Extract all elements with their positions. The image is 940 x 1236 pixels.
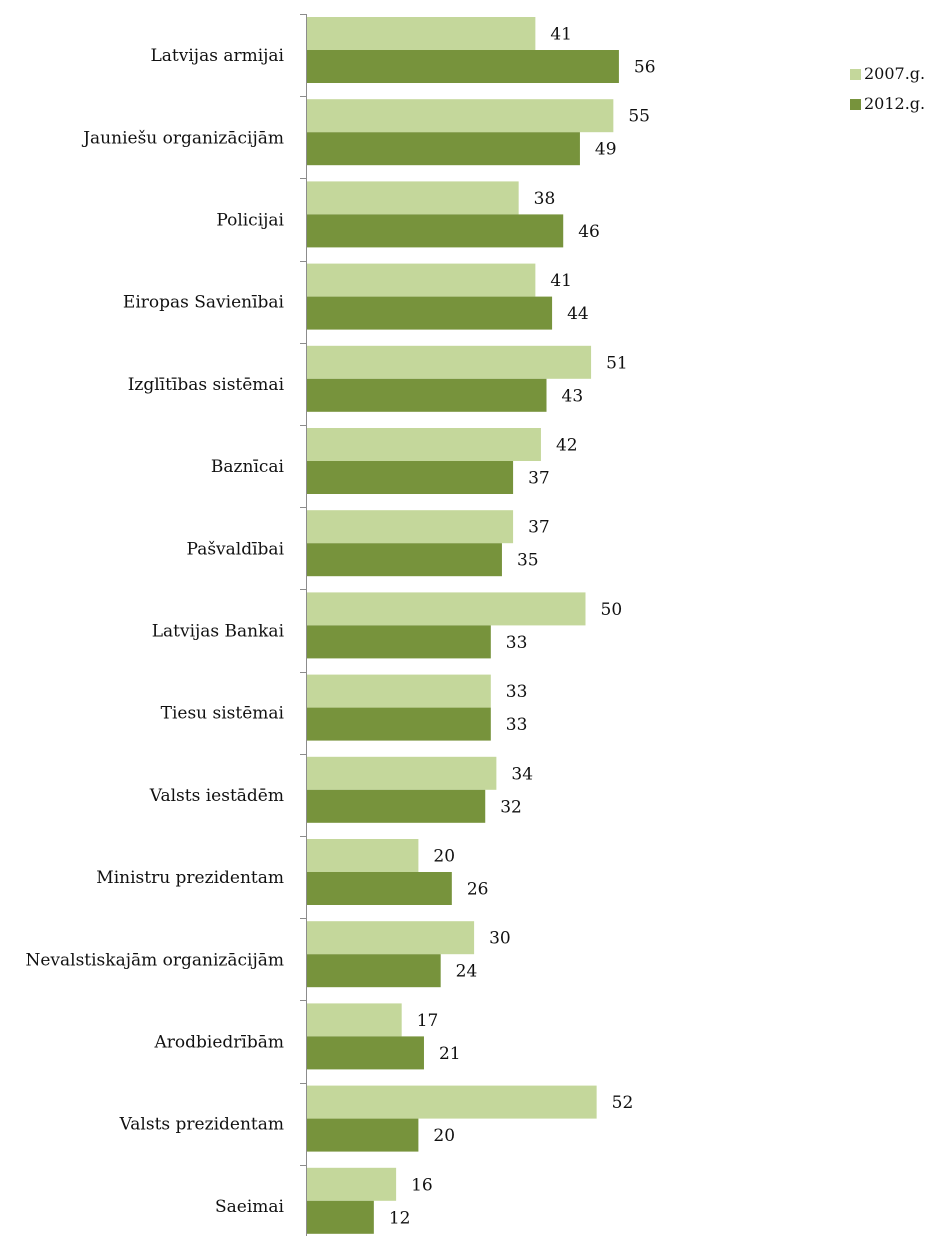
- bar-2012-g-nevalstiskajam-organizacijam: [307, 954, 441, 988]
- value-label-2012-g-tiesu-sistemai: 33: [506, 715, 528, 735]
- value-label-2012-g-ministru-prezidentam: 26: [467, 880, 489, 900]
- bar-2007-g-saeimai: [307, 1167, 397, 1201]
- bar-2007-g-valsts-prezidentam: [307, 1085, 597, 1119]
- legend-label-2012-g: 2012.g.: [864, 94, 925, 113]
- bar-2007-g-izglitibas-sistemai: [307, 345, 592, 379]
- value-label-2012-g-valsts-iestadem: 32: [500, 797, 522, 817]
- bar-2012-g-baznicai: [307, 461, 514, 494]
- legend-swatch-2007-g: [850, 69, 861, 80]
- value-label-2012-g-jauniesu-organizacijam: 49: [595, 140, 617, 160]
- value-label-2007-g-saeimai: 16: [411, 1175, 433, 1195]
- category-label-izglitibas-sistemai: Izglītības sistēmai: [128, 375, 285, 395]
- bar-2007-g-latvijas-armijai: [307, 17, 536, 50]
- value-label-2012-g-latvijas-bankai: 33: [506, 633, 528, 653]
- value-label-2007-g-arodbiedribam: 17: [417, 1011, 439, 1031]
- bar-2007-g-latvijas-bankai: [307, 592, 586, 626]
- value-label-2007-g-jauniesu-organizacijam: 55: [628, 107, 650, 127]
- bar-2012-g-izglitibas-sistemai: [307, 378, 547, 412]
- legend: 2007.g. 2012.g.: [850, 64, 925, 113]
- bar-2007-g-nevalstiskajam-organizacijam: [307, 921, 475, 955]
- bar-2007-g-jauniesu-organizacijam: [307, 99, 614, 133]
- category-label-baznicai: Baznīcai: [211, 457, 285, 477]
- value-label-2007-g-baznicai: 42: [556, 436, 578, 456]
- bar-2012-g-valsts-iestadem: [307, 789, 486, 823]
- value-label-2007-g-policijai: 38: [534, 189, 556, 209]
- bar-2012-g-eiropas-savienibai: [307, 296, 553, 330]
- category-labels: Latvijas armijai Jauniešu organizācijām Po…: [25, 46, 284, 1217]
- category-label-saeimai: Saeimai: [215, 1197, 285, 1217]
- value-labels: 41 56 55 49 38 46 41 44 51 43 42 37 37 35 50 33 33 33 34 32…: [389, 25, 656, 1229]
- category-label-arodbiedribam: Arodbiedrībām: [154, 1033, 284, 1053]
- category-label-policijai: Policijai: [216, 211, 284, 231]
- value-label-2007-g-valsts-prezidentam: 52: [612, 1093, 634, 1113]
- category-label-valsts-iestadem: Valsts iestādēm: [149, 786, 284, 806]
- value-label-2012-g-izglitibas-sistemai: 43: [562, 386, 584, 406]
- bar-2007-g-ministru-prezidentam: [307, 839, 419, 872]
- bar-2012-g-ministru-prezidentam: [307, 872, 452, 905]
- category-label-nevalstiskajam-organizacijam: Nevalstiskajām organizācijām: [25, 950, 284, 970]
- bar-2007-g-tiesu-sistemai: [307, 674, 491, 708]
- value-label-2007-g-ministru-prezidentam: 20: [433, 847, 455, 867]
- value-label-2007-g-pasvaldibai: 37: [528, 518, 550, 538]
- value-label-2007-g-izglitibas-sistemai: 51: [606, 353, 628, 373]
- value-label-2012-g-nevalstiskajam-organizacijam: 24: [456, 962, 478, 982]
- legend-label-2007-g: 2007.g.: [864, 64, 925, 83]
- value-label-2007-g-latvijas-bankai: 50: [601, 600, 623, 620]
- value-label-2012-g-eiropas-savienibai: 44: [567, 304, 589, 324]
- bar-2012-g-jauniesu-organizacijam: [307, 132, 580, 166]
- bar-2007-g-eiropas-savienibai: [307, 263, 536, 297]
- value-label-2007-g-nevalstiskajam-organizacijam: 30: [489, 929, 511, 949]
- legend-swatch-2012-g: [850, 99, 861, 110]
- bar-2012-g-latvijas-bankai: [307, 625, 491, 659]
- category-label-valsts-prezidentam: Valsts prezidentam: [119, 1115, 284, 1135]
- category-label-eiropas-savienibai: Eiropas Savienībai: [123, 293, 285, 313]
- value-label-2012-g-arodbiedribam: 21: [439, 1044, 461, 1064]
- value-label-2012-g-baznicai: 37: [528, 469, 550, 489]
- value-label-2012-g-valsts-prezidentam: 20: [433, 1126, 455, 1146]
- bar-2012-g-latvijas-armijai: [307, 50, 619, 83]
- bar-2012-g-saeimai: [307, 1200, 374, 1234]
- category-label-ministru-prezidentam: Ministru prezidentam: [96, 868, 284, 888]
- category-label-tiesu-sistemai: Tiesu sistēmai: [161, 704, 285, 724]
- bar-2007-g-policijai: [307, 181, 519, 215]
- bar-2007-g-arodbiedribam: [307, 1003, 402, 1037]
- value-label-2012-g-latvijas-armijai: 56: [634, 58, 656, 78]
- bar-2012-g-tiesu-sistemai: [307, 707, 491, 741]
- bar-2012-g-policijai: [307, 214, 564, 248]
- value-label-2007-g-latvijas-armijai: 41: [550, 25, 572, 45]
- bar-2007-g-pasvaldibai: [307, 510, 514, 544]
- bar-2012-g-pasvaldibai: [307, 543, 502, 577]
- category-label-jauniesu-organizacijam: Jauniešu organizācijām: [81, 128, 284, 148]
- value-label-2012-g-pasvaldibai: 35: [517, 551, 539, 571]
- bar-2007-g-valsts-iestadem: [307, 756, 497, 790]
- bar-2012-g-arodbiedribam: [307, 1036, 424, 1070]
- value-label-2012-g-saeimai: 12: [389, 1208, 411, 1228]
- axis-ticks: [300, 14, 306, 1166]
- value-label-2012-g-policijai: 46: [578, 222, 600, 242]
- bar-2007-g-baznicai: [307, 428, 541, 461]
- category-label-latvijas-armijai: Latvijas armijai: [151, 46, 285, 66]
- bar-2012-g-valsts-prezidentam: [307, 1118, 419, 1152]
- category-label-pasvaldibai: Pašvaldībai: [187, 539, 285, 559]
- bars-group: [307, 17, 619, 1234]
- category-label-latvijas-bankai: Latvijas Bankai: [152, 622, 285, 642]
- value-label-2007-g-eiropas-savienibai: 41: [550, 271, 572, 291]
- value-label-2007-g-valsts-iestadem: 34: [511, 764, 533, 784]
- value-label-2007-g-tiesu-sistemai: 33: [506, 682, 528, 702]
